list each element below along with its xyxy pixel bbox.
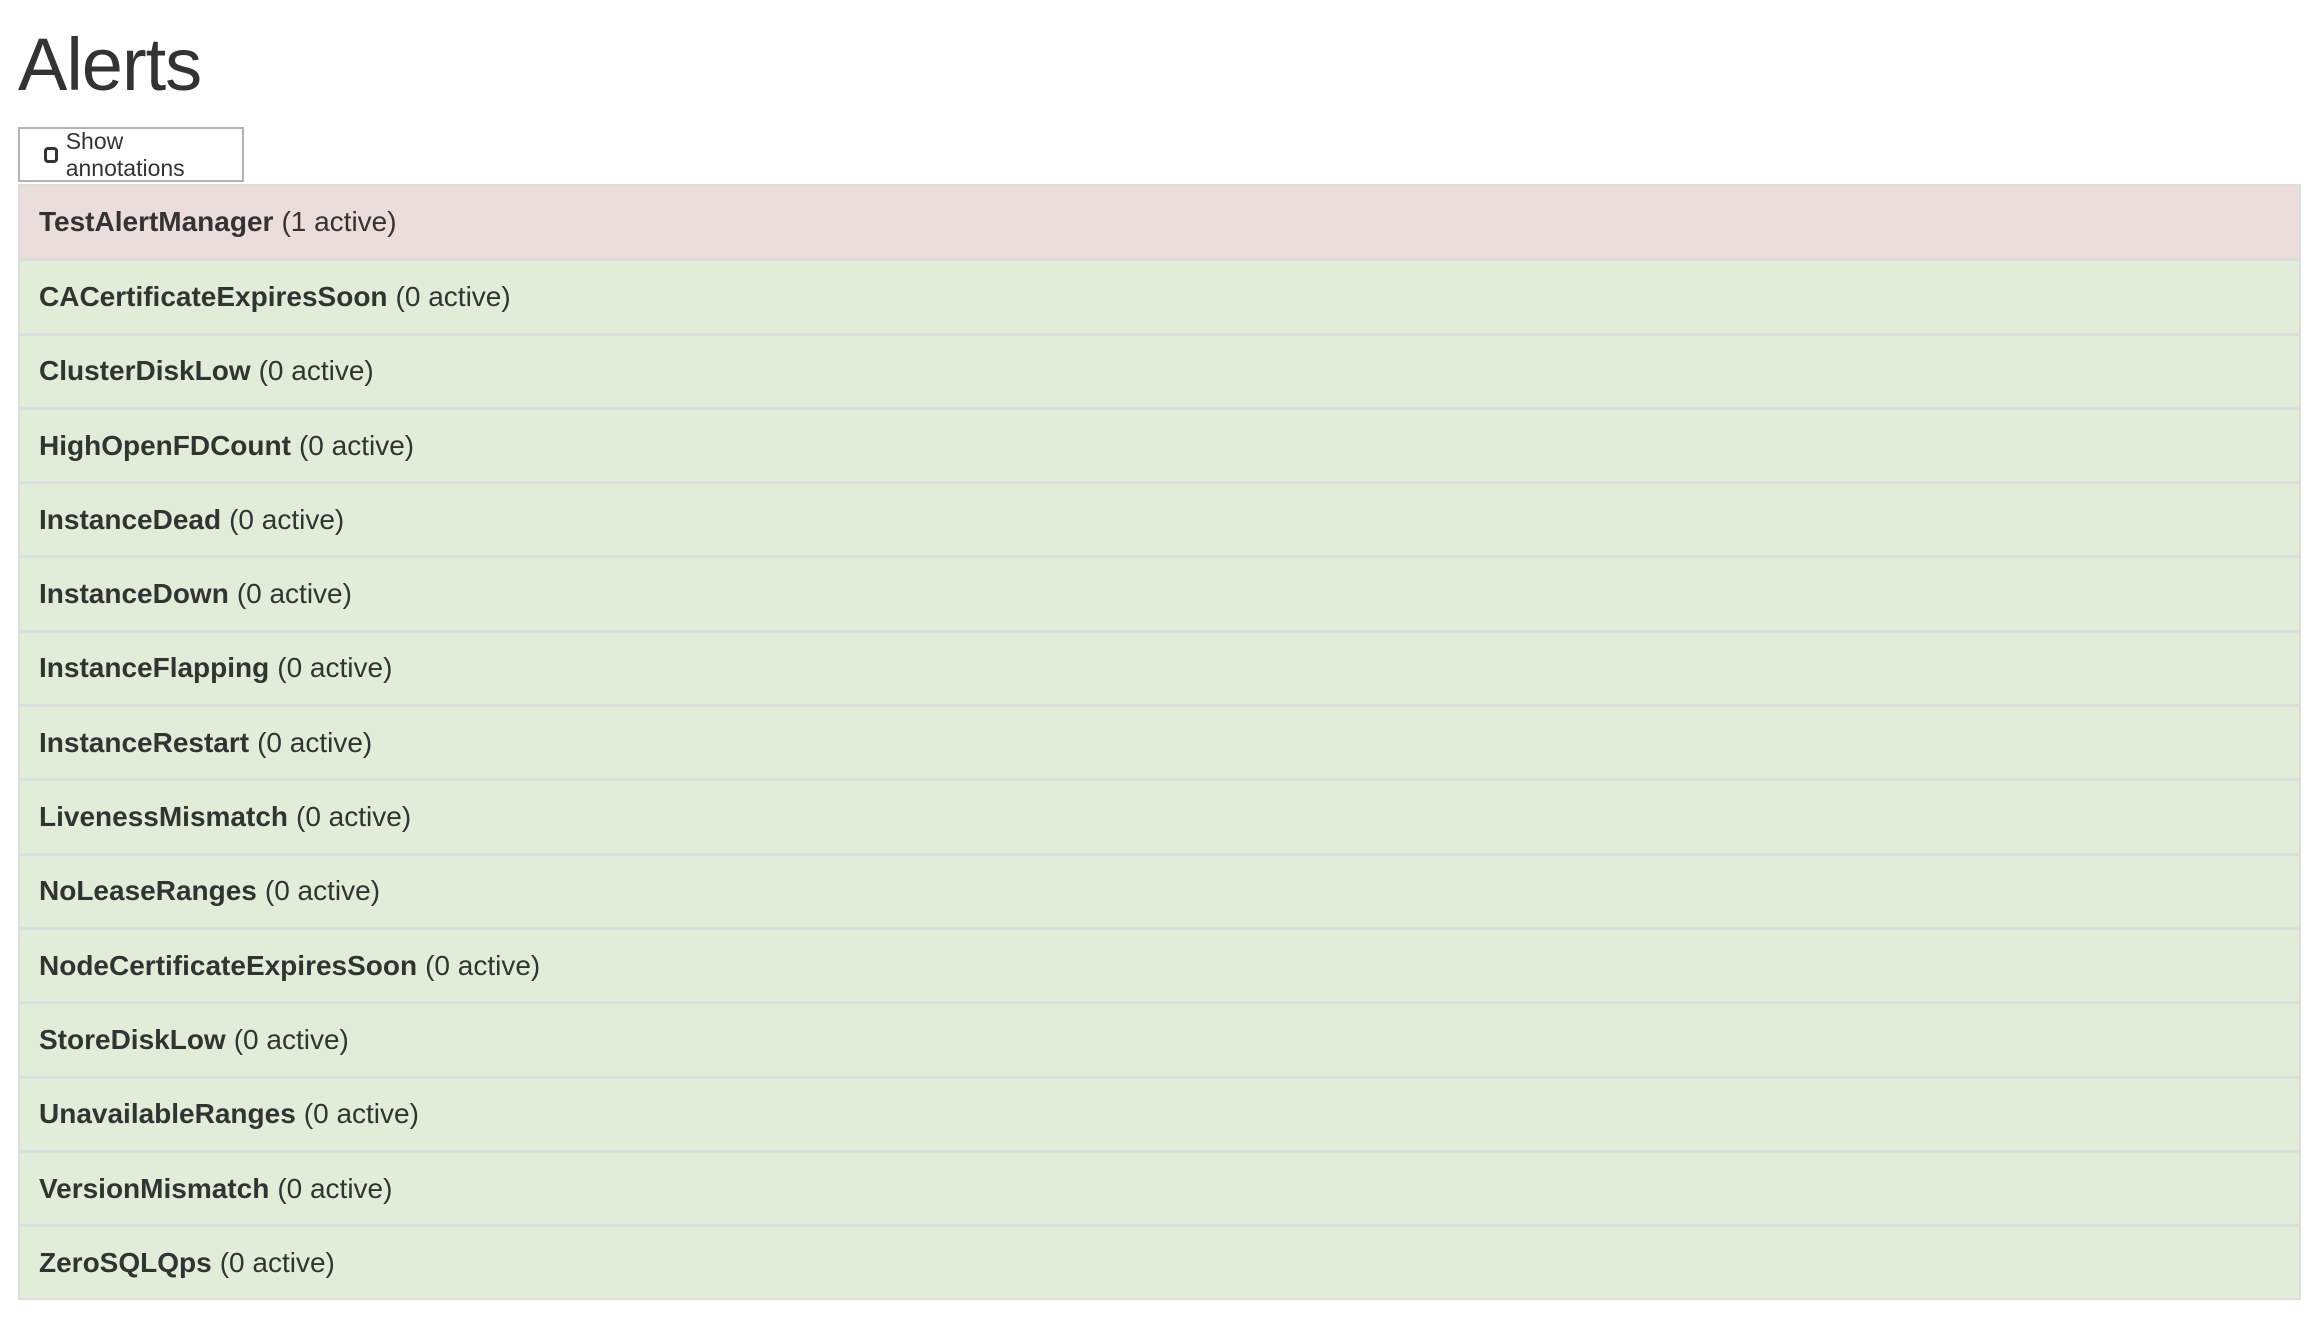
alert-name: InstanceFlapping	[39, 652, 270, 684]
alert-name: TestAlertManager	[39, 206, 274, 238]
alert-name: InstanceDead	[39, 503, 222, 535]
alert-active-count: (0 active)	[395, 280, 511, 312]
alert-row[interactable]: CACertificateExpiresSoon (0 active)	[20, 258, 2299, 333]
alert-row[interactable]: VersionMismatch (0 active)	[20, 1149, 2299, 1225]
alert-name: UnavailableRanges	[39, 1098, 296, 1130]
alert-active-count: (0 active)	[296, 801, 412, 833]
alert-row[interactable]: ZeroSQLQps (0 active)	[20, 1224, 2299, 1299]
alert-active-count: (0 active)	[303, 1098, 419, 1130]
alert-row[interactable]: InstanceFlapping (0 active)	[20, 629, 2299, 705]
show-annotations-button[interactable]: Show annotations	[18, 127, 244, 182]
alert-active-count: (0 active)	[277, 1172, 393, 1204]
alert-row[interactable]: InstanceDead (0 active)	[20, 481, 2299, 556]
alert-active-count: (0 active)	[236, 578, 352, 610]
show-annotations-label: Show annotations	[65, 127, 185, 181]
alert-name: HighOpenFDCount	[39, 429, 291, 461]
alert-row[interactable]: InstanceDown (0 active)	[20, 555, 2299, 630]
alert-row[interactable]: HighOpenFDCount (0 active)	[20, 406, 2299, 482]
alert-name: VersionMismatch	[39, 1172, 270, 1204]
alert-active-count: (0 active)	[258, 355, 374, 387]
alert-active-count: (0 active)	[233, 1023, 349, 1055]
alert-row[interactable]: StoreDiskLow (0 active)	[20, 1001, 2299, 1076]
alert-list: TestAlertManager (1 active) CACertificateE…	[18, 184, 2301, 1301]
alert-name: ClusterDiskLow	[39, 355, 251, 387]
alert-row[interactable]: NoLeaseRanges (0 active)	[20, 852, 2299, 927]
checkbox-icon[interactable]	[44, 146, 58, 163]
alert-row[interactable]: LivenessMismatch (0 active)	[20, 778, 2299, 853]
alert-active-count: (0 active)	[229, 503, 345, 535]
alert-row[interactable]: UnavailableRanges (0 active)	[20, 1075, 2299, 1150]
alert-name: StoreDiskLow	[39, 1023, 226, 1055]
alert-name: LivenessMismatch	[39, 801, 288, 833]
alert-active-count: (0 active)	[298, 429, 415, 461]
alert-name: InstanceDown	[39, 578, 229, 610]
alert-active-count: (0 active)	[257, 726, 373, 758]
alert-active-count: (0 active)	[219, 1246, 335, 1278]
alert-active-count: (0 active)	[277, 652, 393, 684]
alert-name: NodeCertificateExpiresSoon	[39, 949, 418, 981]
page-title: Alerts	[18, 23, 202, 106]
alert-active-count: (0 active)	[264, 875, 381, 907]
alert-name: NoLeaseRanges	[39, 875, 257, 907]
alert-active-count: (1 active)	[281, 206, 397, 238]
alert-active-count: (0 active)	[425, 949, 541, 981]
alert-row[interactable]: ClusterDiskLow (0 active)	[20, 332, 2299, 407]
alert-name: ZeroSQLQps	[39, 1246, 212, 1278]
alert-name: CACertificateExpiresSoon	[39, 280, 388, 312]
alert-row[interactable]: NodeCertificateExpiresSoon (0 active)	[20, 926, 2299, 1002]
alert-row[interactable]: InstanceRestart (0 active)	[20, 704, 2299, 779]
alert-name: InstanceRestart	[39, 726, 250, 758]
alert-row[interactable]: TestAlertManager (1 active)	[20, 184, 2299, 259]
